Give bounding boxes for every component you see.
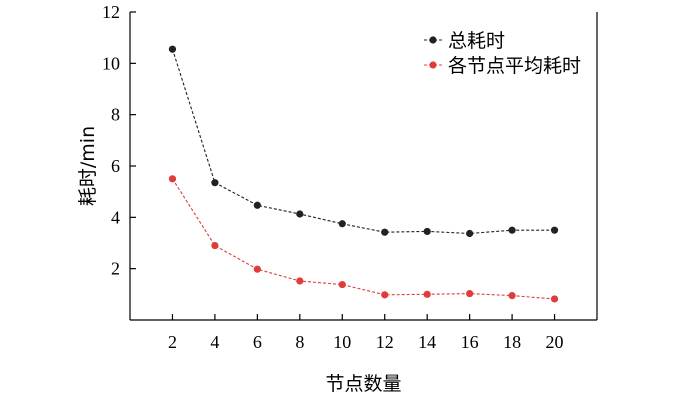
x-tick-label: 20: [546, 332, 564, 352]
series-1-point: [508, 226, 516, 234]
legend-marker-1: [429, 36, 437, 44]
y-tick-label: 12: [102, 2, 120, 22]
x-axis-title: 节点数量: [325, 373, 401, 395]
legend-marker-2: [429, 61, 437, 69]
series-1-point: [211, 179, 219, 187]
x-tick-label: 4: [210, 332, 219, 352]
y-tick-label: 8: [111, 105, 120, 125]
x-tick-label: 2: [168, 332, 177, 352]
series-2-point: [381, 291, 389, 299]
series-1-point: [466, 229, 474, 238]
series-line-1: [171, 49, 555, 235]
series-1-point: [381, 228, 389, 236]
series-1-point: [168, 45, 177, 53]
y-tick-label: 4: [111, 207, 120, 227]
x-tick-label: 18: [503, 332, 521, 352]
series-2-point: [508, 292, 516, 300]
series-2-point: [550, 295, 559, 303]
series-1-point: [253, 201, 261, 209]
series-line-2: [172, 178, 555, 300]
series-2-point: [466, 289, 474, 298]
y-tick-label: 10: [102, 53, 120, 73]
x-tick-label: 12: [376, 332, 394, 352]
series-1-point: [423, 227, 431, 236]
series-2-point: [168, 175, 177, 183]
legend-label-2: 各节点平均耗时: [448, 55, 581, 77]
series-1-point: [338, 220, 346, 228]
series-layer: [168, 45, 559, 303]
x-tick-label: 10: [333, 332, 351, 352]
x-tick-label: 8: [295, 332, 304, 352]
x-axis-ticks: 2 4 6 8 10 12 14 16 18 20: [168, 314, 564, 352]
series-2-point: [423, 290, 431, 298]
series-1-point: [550, 226, 559, 234]
series-2-point: [211, 241, 219, 250]
x-tick-label: 16: [461, 332, 479, 352]
series-2-point: [253, 265, 261, 273]
x-tick-label: 6: [253, 332, 262, 352]
y-axis-title: 耗时/min: [77, 126, 99, 206]
x-tick-label: 14: [418, 332, 436, 352]
y-tick-label: 2: [111, 259, 120, 279]
series-2-point: [296, 277, 304, 285]
series-2-point: [338, 280, 346, 289]
series-1-point: [296, 210, 304, 218]
y-tick-label: 6: [111, 156, 120, 176]
legend-label-1: 总耗时: [448, 30, 505, 52]
y-axis-ticks: 2 4 6 8 10 12: [102, 2, 136, 279]
